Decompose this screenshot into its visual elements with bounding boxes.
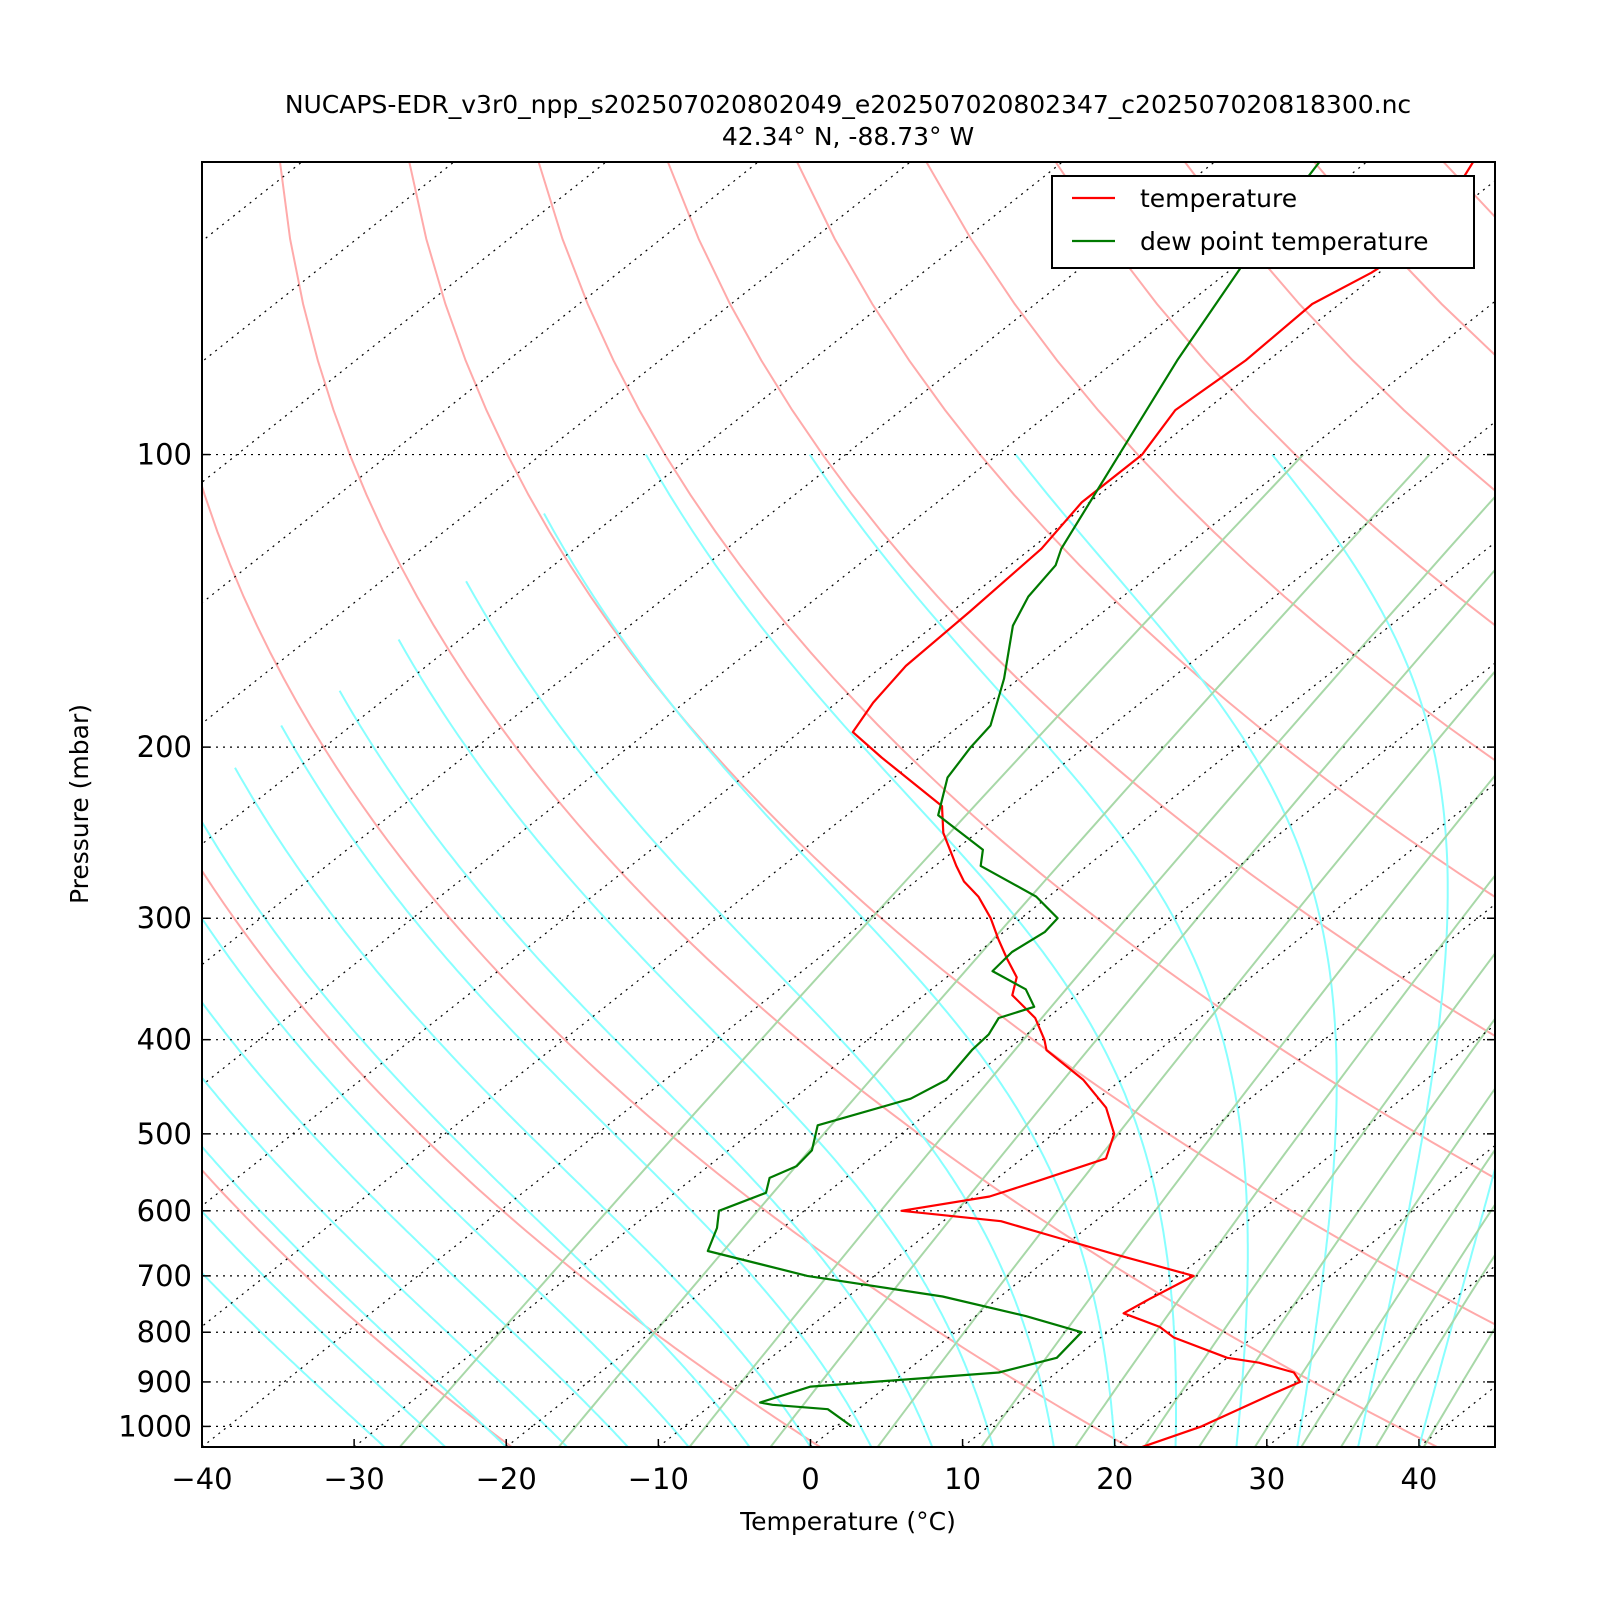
isotherm <box>202 162 1063 845</box>
isotherm <box>810 903 1495 1447</box>
y-tick-label: 800 <box>137 1315 192 1349</box>
moist-adiabat <box>1271 453 1449 1447</box>
isotherm <box>202 300 1495 1328</box>
mixing-ratio-line <box>1374 1253 1495 1447</box>
isotherm <box>202 180 1495 1207</box>
y-axis-label: Pressure (mbar) <box>65 704 94 904</box>
isotherm <box>202 162 759 604</box>
moist-adiabat <box>338 690 934 1447</box>
x-tick-label: 10 <box>944 1462 981 1496</box>
legend-temperature-label: temperature <box>1140 184 1297 213</box>
mixing-ratio-line <box>1300 1148 1495 1447</box>
y-axis: 100 200 300 400 500 600 700 800 900 1000 <box>118 438 1495 1443</box>
isotherm <box>202 162 607 484</box>
y-tick-label: 700 <box>137 1259 192 1293</box>
moist-adiabats <box>202 453 1495 1447</box>
isotherm <box>202 162 911 725</box>
y-tick-label: 500 <box>137 1117 192 1151</box>
moist-adiabat <box>202 820 751 1447</box>
moist-adiabat <box>202 1145 507 1447</box>
mixing-ratio-line <box>769 568 1495 1447</box>
x-tick-label: −20 <box>476 1462 537 1496</box>
x-tick-label: 20 <box>1096 1462 1133 1496</box>
moist-adiabat <box>202 1076 568 1447</box>
moist-adiabat <box>645 454 1177 1447</box>
moist-adiabat <box>1417 1165 1495 1447</box>
dry-adiabat <box>666 162 1495 1038</box>
isotherm <box>202 162 1367 1086</box>
y-tick-label: 100 <box>137 438 192 472</box>
mixing-ratio-line <box>1143 951 1495 1447</box>
isotherm-gridlines <box>202 162 1495 1447</box>
moist-adiabat <box>202 1000 629 1447</box>
isotherm <box>1114 1144 1495 1447</box>
legend: temperature dew point temperature <box>1051 175 1475 269</box>
moist-adiabat <box>202 1210 447 1447</box>
isotherm <box>353 541 1495 1447</box>
mixing-ratio-line <box>558 453 1431 1447</box>
x-axis-label: Temperature (°C) <box>739 1507 956 1536</box>
x-tick-label: 0 <box>801 1462 819 1496</box>
x-tick-label: −40 <box>171 1462 232 1496</box>
dry-adiabat <box>202 1168 513 1447</box>
mixing-ratio-line <box>1422 1326 1495 1447</box>
x-tick-label: −10 <box>628 1462 689 1496</box>
legend-dew-point-label: dew point temperature <box>1140 227 1429 256</box>
isotherm <box>657 782 1495 1447</box>
moist-adiabat <box>234 767 812 1447</box>
plot-area <box>202 162 1495 1447</box>
mixing-ratio-line <box>1074 873 1495 1447</box>
x-tick-label: −30 <box>324 1462 385 1496</box>
mixing-ratio-line <box>1340 1202 1495 1447</box>
isotherm <box>962 1024 1495 1447</box>
isotherm <box>505 662 1495 1447</box>
dew-point-line <box>706 162 1321 1428</box>
y-tick-label: 200 <box>137 730 192 764</box>
y-tick-label: 900 <box>137 1365 192 1399</box>
y-tick-label: 400 <box>137 1023 192 1057</box>
dry-adiabat <box>796 162 1495 899</box>
y-tick-label: 300 <box>137 901 192 935</box>
isotherm <box>202 421 1495 1447</box>
dry-adiabat <box>202 868 821 1447</box>
moist-adiabat <box>202 916 690 1447</box>
legend-box <box>1051 175 1475 269</box>
moist-adiabat <box>808 454 1249 1447</box>
moist-adiabat <box>465 580 1055 1447</box>
temperature-line <box>851 162 1475 1447</box>
plot-frame <box>201 161 1496 1448</box>
dry-adiabat <box>202 482 1130 1447</box>
dry-adiabat <box>537 162 1495 1180</box>
isotherm <box>202 162 1215 966</box>
mixing-ratio-line <box>399 453 1304 1447</box>
x-tick-label: 30 <box>1248 1462 1285 1496</box>
mixing-ratio-line <box>1198 1017 1495 1447</box>
moist-adiabat <box>202 1271 386 1447</box>
dry-adiabat <box>279 162 1438 1447</box>
moist-adiabat <box>543 513 1116 1447</box>
mixing-ratio-line <box>1254 1086 1495 1447</box>
chart-subtitle: 42.34° N, -88.73° W <box>722 122 974 151</box>
chart-title: NUCAPS-EDR_v3r0_npp_s202507020802049_e20… <box>285 90 1411 119</box>
x-axis: −40 −30 −20 −10 0 10 20 30 40 <box>171 1439 1437 1496</box>
mixing-ratio-lines <box>399 453 1495 1447</box>
mixing-ratio-line <box>688 495 1495 1447</box>
mixing-ratio-line <box>980 773 1495 1447</box>
y-tick-label: 600 <box>137 1194 192 1228</box>
moist-adiabat <box>1014 453 1338 1447</box>
y-tick-label: 1000 <box>118 1409 192 1443</box>
x-tick-label: 40 <box>1400 1462 1437 1496</box>
